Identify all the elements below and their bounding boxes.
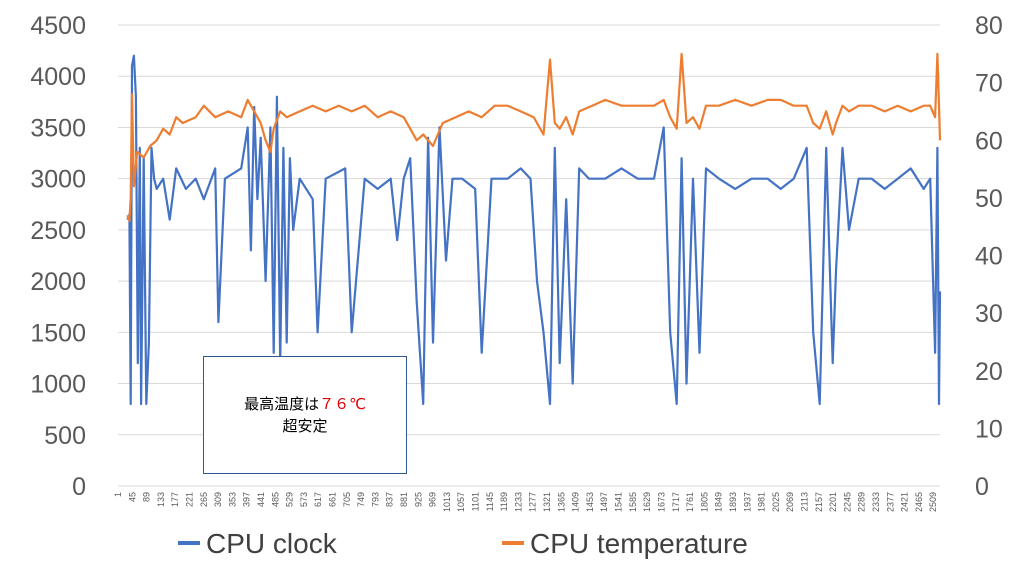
legend: CPU clock CPU temperature <box>178 528 748 559</box>
series-line-cpu-clock <box>126 54 942 406</box>
x-tick-label: 1497 <box>599 492 609 512</box>
x-tick-label: 705 <box>342 492 352 507</box>
x-tick-label: 1805 <box>699 492 709 512</box>
x-tick-label: 1981 <box>757 492 767 512</box>
y-right-tick-label: 0 <box>975 473 989 501</box>
x-tick-label: 837 <box>385 492 395 507</box>
x-tick-label: 1673 <box>656 492 666 512</box>
y-right-tick-label: 70 <box>975 70 1003 98</box>
y-left-tick-label: 3500 <box>30 114 86 142</box>
plot-area <box>126 52 942 406</box>
x-tick-label: 1937 <box>742 492 752 512</box>
x-tick-label: 969 <box>428 492 438 507</box>
x-tick-label: 1365 <box>556 492 566 512</box>
annotation-box: 最高温度は７６℃ 超安定 <box>203 356 407 474</box>
x-tick-label: 1277 <box>528 492 538 512</box>
y-axis-right: 0 10 20 30 40 50 60 70 80 <box>975 12 1003 501</box>
y-left-tick-label: 1000 <box>30 371 86 399</box>
annotation-line-2: 超安定 <box>282 417 328 435</box>
x-tick-label: 573 <box>299 492 309 507</box>
x-tick-label: 1717 <box>671 492 681 512</box>
x-tick-label: 1409 <box>571 492 581 512</box>
y-right-tick-label: 60 <box>975 127 1003 155</box>
x-tick-label: 1233 <box>513 492 523 512</box>
x-tick-label: 1321 <box>542 492 552 512</box>
legend-label-cpu-temperature: CPU temperature <box>530 528 748 559</box>
x-tick-label: 1057 <box>456 492 466 512</box>
x-tick-label: 925 <box>413 492 423 507</box>
series-line-cpu-temperature <box>126 52 942 222</box>
x-tick-label: 45 <box>127 492 137 502</box>
x-tick-label: 441 <box>256 492 266 507</box>
y-right-tick-label: 30 <box>975 300 1003 328</box>
x-tick-label: 177 <box>170 492 180 507</box>
x-tick-label: 133 <box>156 492 166 507</box>
legend-label-cpu-clock: CPU clock <box>206 528 338 559</box>
x-tick-label: 1 <box>113 492 123 497</box>
y-right-tick-label: 20 <box>975 358 1003 386</box>
x-tick-label: 1189 <box>499 492 509 511</box>
x-tick-label: 265 <box>199 492 209 507</box>
x-tick-label: 2421 <box>900 492 910 512</box>
x-tick-label: 1849 <box>714 492 724 512</box>
annotation-line-1: 最高温度は７６℃ <box>244 393 366 415</box>
y-left-tick-label: 4000 <box>30 63 86 91</box>
x-tick-label: 793 <box>370 492 380 507</box>
x-tick-label: 1629 <box>642 492 652 512</box>
x-tick-label: 661 <box>328 492 338 507</box>
x-tick-label: 2245 <box>842 492 852 512</box>
y-left-tick-label: 500 <box>44 422 86 450</box>
y-left-tick-label: 4500 <box>30 12 86 40</box>
x-tick-label: 1893 <box>728 492 738 512</box>
x-tick-label: 1585 <box>628 492 638 512</box>
x-tick-label: 397 <box>242 492 252 507</box>
x-axis: 1 45 89 133 177 221 265 309 353 397 441 485 529 573 61… <box>113 492 938 512</box>
y-left-tick-label: 1500 <box>30 319 86 347</box>
x-tick-label: 529 <box>285 492 295 507</box>
x-tick-label: 2289 <box>857 492 867 512</box>
x-tick-label: 881 <box>399 492 409 507</box>
y-left-tick-label: 3000 <box>30 166 86 194</box>
x-tick-label: 2333 <box>871 492 881 512</box>
x-tick-label: 749 <box>356 492 366 507</box>
y-axis-left: 0 500 1000 1500 2000 2500 3000 3500 4000 4500 <box>30 12 86 501</box>
y-left-tick-label: 0 <box>72 473 86 501</box>
x-tick-label: 2465 <box>914 492 924 512</box>
y-right-tick-label: 80 <box>975 12 1003 40</box>
y-right-tick-label: 40 <box>975 243 1003 271</box>
x-tick-label: 1453 <box>585 492 595 512</box>
x-tick-label: 309 <box>213 492 223 507</box>
x-tick-label: 2377 <box>885 492 895 512</box>
x-tick-label: 2113 <box>799 492 809 511</box>
x-tick-label: 1101 <box>471 492 481 511</box>
annotation-max-temperature: ７６℃ <box>319 395 366 413</box>
x-tick-label: 2069 <box>785 492 795 512</box>
x-tick-label: 2201 <box>828 492 838 512</box>
x-tick-label: 1761 <box>685 492 695 512</box>
y-left-tick-label: 2500 <box>30 217 86 245</box>
x-tick-label: 2025 <box>771 492 781 512</box>
x-tick-label: 1541 <box>614 492 624 512</box>
x-tick-label: 2157 <box>814 492 824 512</box>
x-tick-label: 1013 <box>442 492 452 512</box>
x-tick-label: 485 <box>270 492 280 507</box>
y-right-tick-label: 50 <box>975 185 1003 213</box>
annotation-label: 最高温度は <box>244 395 320 413</box>
y-left-tick-label: 2000 <box>30 268 86 296</box>
x-tick-label: 2509 <box>928 492 938 512</box>
x-tick-label: 1145 <box>485 492 495 511</box>
y-right-tick-label: 10 <box>975 415 1003 443</box>
x-tick-label: 617 <box>313 492 323 507</box>
x-tick-label: 221 <box>185 492 195 507</box>
x-tick-label: 353 <box>227 492 237 507</box>
x-tick-label: 89 <box>142 492 152 502</box>
